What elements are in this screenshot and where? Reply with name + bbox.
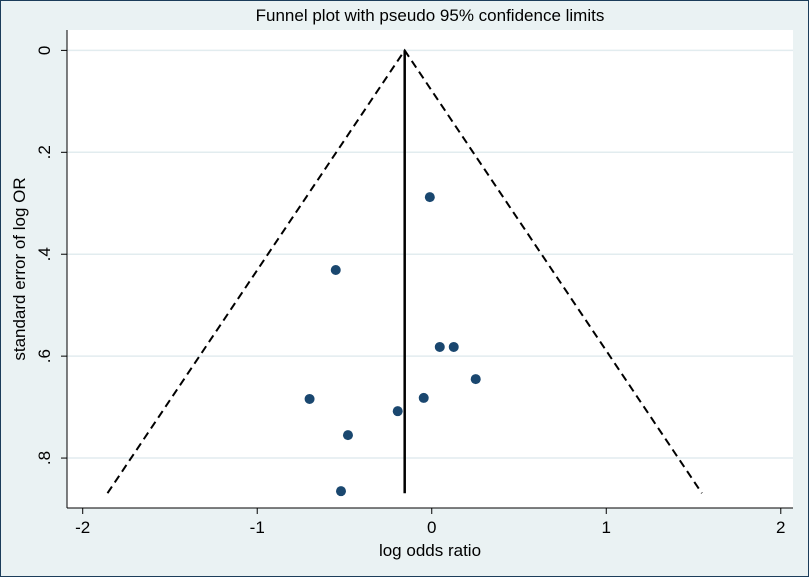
point (418, 392, 429, 403)
point (335, 486, 346, 497)
x-axis-title: log odds ratio (379, 541, 481, 560)
plot-area (67, 30, 793, 508)
x-tick-label: -2 (75, 518, 90, 537)
point (304, 393, 315, 404)
y-tick-label: .6 (35, 349, 54, 363)
point (434, 341, 445, 352)
chart-title: Funnel plot with pseudo 95% confidence l… (256, 6, 605, 25)
y-axis-title: standard error of log OR (10, 177, 29, 360)
x-tick-label: 1 (602, 518, 611, 537)
point (330, 265, 341, 276)
y-tick-label: .4 (35, 247, 54, 261)
y-tick-label: .2 (35, 145, 54, 159)
point (392, 406, 403, 417)
y-tick-label: .8 (35, 451, 54, 465)
point (470, 374, 481, 385)
point (342, 430, 353, 441)
x-tick-label: 2 (776, 518, 785, 537)
x-tick-label: -1 (250, 518, 265, 537)
x-tick-label: 0 (427, 518, 436, 537)
y-tick-label: 0 (35, 46, 54, 55)
point (448, 341, 459, 352)
point (424, 192, 435, 203)
